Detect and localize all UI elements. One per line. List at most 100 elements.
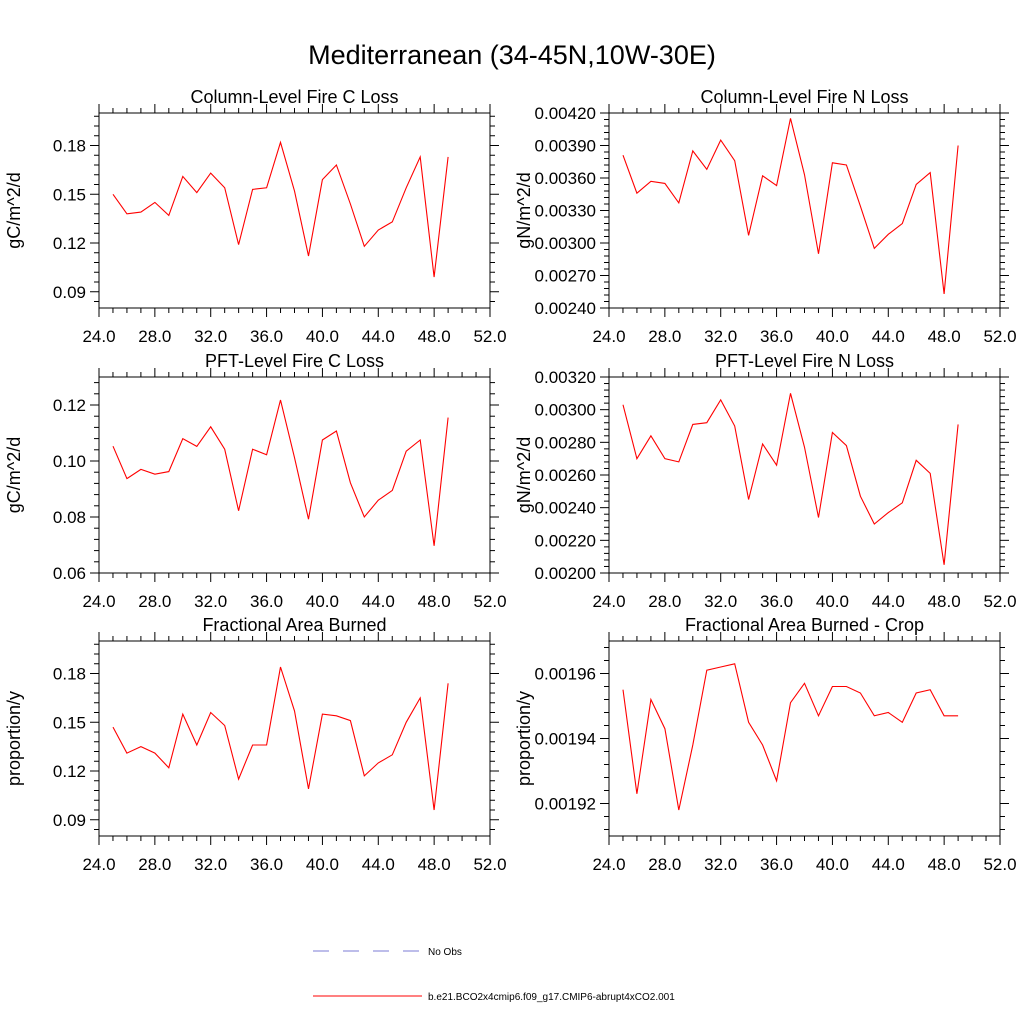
- x-tick-label: 24.0: [592, 592, 625, 611]
- x-tick-label: 52.0: [473, 327, 506, 346]
- x-tick-label: 52.0: [473, 592, 506, 611]
- y-axis-label: gN/m^2/d: [514, 437, 534, 513]
- x-tick-label: 48.0: [928, 592, 961, 611]
- y-tick-label: 0.00260: [535, 466, 596, 485]
- y-tick-label: 0.00240: [535, 499, 596, 518]
- x-tick-label: 24.0: [592, 327, 625, 346]
- x-tick-label: 48.0: [928, 327, 961, 346]
- y-tick-label: 0.00420: [535, 104, 596, 123]
- x-tick-label: 36.0: [250, 592, 283, 611]
- x-tick-label: 40.0: [816, 855, 849, 874]
- y-tick-label: 0.00200: [535, 564, 596, 583]
- panel-title: Fractional Area Burned: [202, 615, 386, 635]
- y-tick-label: 0.00360: [535, 169, 596, 188]
- plot-frame: [608, 112, 1001, 309]
- x-tick-label: 36.0: [760, 327, 793, 346]
- x-tick-label: 36.0: [250, 855, 283, 874]
- x-tick-label: 32.0: [704, 855, 737, 874]
- x-tick-label: 32.0: [704, 592, 737, 611]
- legend-label: b.e21.BCO2x4cmip6.f09_g17.CMIP6-abrupt4x…: [428, 992, 675, 1003]
- x-tick-label: 32.0: [194, 592, 227, 611]
- y-tick-label: 0.15: [53, 713, 86, 732]
- y-tick-label: 0.10: [53, 452, 86, 471]
- x-tick-label: 28.0: [648, 327, 681, 346]
- x-tick-label: 32.0: [194, 327, 227, 346]
- x-tick-label: 24.0: [82, 327, 115, 346]
- plot-frame: [98, 112, 491, 309]
- y-tick-label: 0.00280: [535, 433, 596, 452]
- x-tick-label: 24.0: [82, 592, 115, 611]
- x-tick-label: 52.0: [473, 855, 506, 874]
- y-tick-label: 0.06: [53, 564, 86, 583]
- x-tick-label: 44.0: [872, 327, 905, 346]
- panel-1: Column-Level Fire C Loss gC/m^2/d 24.0 28.0…: [4, 87, 507, 346]
- x-tick-label: 40.0: [306, 327, 339, 346]
- x-tick-label: 44.0: [872, 855, 905, 874]
- x-tick-label: 36.0: [760, 592, 793, 611]
- y-tick-label: 0.18: [53, 665, 86, 684]
- y-axis-label: gN/m^2/d: [514, 172, 534, 248]
- y-tick-label: 0.00270: [535, 267, 596, 286]
- plot-frame: [608, 640, 1001, 837]
- plot-frame: [98, 376, 491, 574]
- x-tick-label: 48.0: [418, 327, 451, 346]
- x-tick-label: 24.0: [82, 855, 115, 874]
- y-tick-label: 0.12: [53, 396, 86, 415]
- x-tick-label: 48.0: [928, 855, 961, 874]
- y-axis-label: proportion/y: [514, 691, 534, 786]
- x-tick-label: 28.0: [138, 327, 171, 346]
- panel-2: Column-Level Fire N Loss gN/m^2/d 24.0 28.0…: [514, 87, 1017, 346]
- y-tick-label: 0.00196: [535, 665, 596, 684]
- x-tick-label: 44.0: [872, 592, 905, 611]
- x-tick-label: 24.0: [592, 855, 625, 874]
- legend-label: No Obs: [428, 947, 462, 958]
- y-tick-label: 0.15: [53, 185, 86, 204]
- x-tick-label: 52.0: [983, 592, 1016, 611]
- x-tick-label: 52.0: [983, 855, 1016, 874]
- x-tick-label: 32.0: [704, 327, 737, 346]
- y-axis-label: gC/m^2/d: [4, 172, 24, 248]
- x-tick-label: 48.0: [418, 592, 451, 611]
- y-tick-label: 0.18: [53, 137, 86, 156]
- x-tick-label: 40.0: [816, 327, 849, 346]
- panel-6: Fractional Area Burned - Crop proportion/…: [514, 615, 1017, 874]
- panel-title: Column-Level Fire C Loss: [190, 87, 398, 107]
- panel-title: PFT-Level Fire C Loss: [205, 351, 384, 371]
- y-tick-label: 0.00300: [535, 401, 596, 420]
- x-tick-label: 44.0: [362, 855, 395, 874]
- x-tick-label: 40.0: [306, 592, 339, 611]
- y-tick-label: 0.00330: [535, 202, 596, 221]
- figure-title: Mediterranean (34-45N,10W-30E): [308, 40, 716, 70]
- x-tick-label: 28.0: [648, 855, 681, 874]
- y-tick-label: 0.09: [53, 811, 86, 830]
- series-line: [112, 399, 449, 546]
- plot-frame: [98, 640, 491, 837]
- x-tick-label: 28.0: [138, 855, 171, 874]
- panel-4: PFT-Level Fire N Loss gN/m^2/d 24.0 28.0 32.…: [514, 351, 1017, 611]
- y-tick-label: 0.00240: [535, 299, 596, 318]
- y-tick-label: 0.00192: [535, 795, 596, 814]
- x-tick-label: 32.0: [194, 855, 227, 874]
- panel-5: Fractional Area Burned proportion/y 24.0 28…: [4, 615, 507, 874]
- y-tick-label: 0.00390: [535, 137, 596, 156]
- x-tick-label: 36.0: [760, 855, 793, 874]
- x-tick-label: 44.0: [362, 327, 395, 346]
- y-tick-label: 0.12: [53, 762, 86, 781]
- x-tick-label: 40.0: [306, 855, 339, 874]
- series-line: [112, 140, 449, 278]
- x-tick-label: 28.0: [138, 592, 171, 611]
- series-line: [622, 663, 959, 811]
- series-line: [112, 666, 449, 811]
- series-line: [622, 118, 959, 294]
- y-axis-label: proportion/y: [4, 691, 24, 786]
- panel-3: PFT-Level Fire C Loss gC/m^2/d 24.0 28.0 32.…: [4, 351, 507, 611]
- y-tick-label: 0.08: [53, 508, 86, 527]
- x-tick-label: 40.0: [816, 592, 849, 611]
- y-tick-label: 0.00320: [535, 368, 596, 387]
- y-axis-label: gC/m^2/d: [4, 437, 24, 513]
- x-tick-label: 44.0: [362, 592, 395, 611]
- y-tick-label: 0.12: [53, 234, 86, 253]
- y-tick-label: 0.00220: [535, 531, 596, 550]
